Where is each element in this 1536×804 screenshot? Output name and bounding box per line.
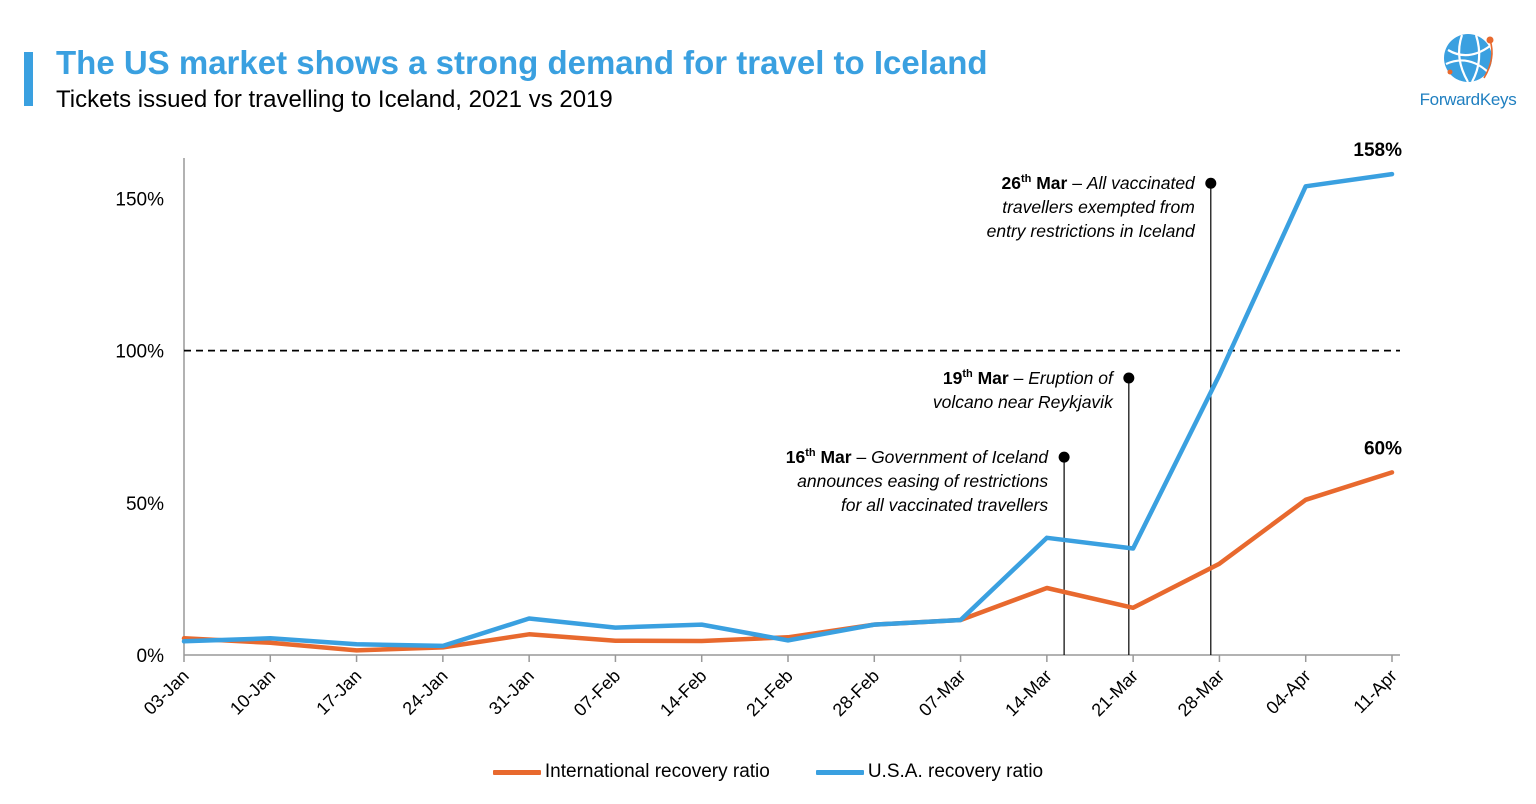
annotation-text-line: volcano near Reykjavik <box>933 392 1114 412</box>
page-title: The US market shows a strong demand for … <box>56 44 988 81</box>
title-accent-bar <box>24 52 33 106</box>
logo-wordmark: ForwardKeys <box>1419 90 1517 109</box>
x-tick-label: 03-Jan <box>140 666 193 719</box>
annotation-text-line: for all vaccinated travellers <box>841 495 1048 515</box>
x-tick-label: 28-Mar <box>1174 666 1228 720</box>
y-tick-label: 100% <box>115 342 164 363</box>
x-tick-label: 28-Feb <box>829 666 883 720</box>
annotation-text: 19th Mar – Eruption of <box>943 368 1115 388</box>
legend: International recovery ratio U.S.A. reco… <box>0 758 1536 786</box>
x-tick-label: 21-Mar <box>1088 666 1142 720</box>
series-usa-line <box>181 171 1395 649</box>
page-subtitle: Tickets issued for travelling to Iceland… <box>56 86 613 113</box>
x-tick-label: 17-Jan <box>312 666 365 719</box>
legend-swatch-international <box>492 769 541 775</box>
annotation-text-line: entry restrictions in Iceland <box>987 221 1196 241</box>
legend-swatch-usa <box>815 769 864 775</box>
globe-icon <box>1444 34 1494 83</box>
forwardkeys-logo: ForwardKeys <box>1416 28 1520 124</box>
annotation-dot <box>1205 177 1217 189</box>
x-tick-label: 11-Apr <box>1349 666 1400 717</box>
legend-item-international: International recovery ratio <box>492 761 770 783</box>
x-tick-label: 04-Apr <box>1262 666 1314 718</box>
y-tick-label: 0% <box>137 646 165 667</box>
legend-label-international: International recovery ratio <box>544 761 770 782</box>
y-tick-label: 50% <box>126 494 164 515</box>
annotation-dot <box>1058 451 1070 463</box>
end-value-label: 60% <box>1364 438 1402 459</box>
annotation-dot <box>1123 372 1135 384</box>
x-tick-label: 07-Feb <box>570 666 624 720</box>
end-value-label: 158% <box>1353 140 1402 161</box>
x-tick-label: 24-Jan <box>399 666 452 719</box>
x-tick-label: 21-Feb <box>742 666 796 720</box>
x-tick-label: 10-Jan <box>226 666 279 719</box>
annotation-text: 26th Mar – All vaccinated <box>1002 173 1197 193</box>
legend-label-usa: U.S.A. recovery ratio <box>867 761 1044 782</box>
annotation-text-line: travellers exempted from <box>1002 197 1195 217</box>
x-tick-label: 14-Feb <box>656 666 710 720</box>
x-tick-label: 14-Mar <box>1001 666 1055 720</box>
x-tick-label: 31-Jan <box>485 666 538 719</box>
series-international-line <box>181 470 1395 653</box>
annotation-text: 16th Mar – Government of Iceland <box>786 447 1050 467</box>
legend-item-usa: U.S.A. recovery ratio <box>815 761 1044 783</box>
y-tick-label: 150% <box>115 189 164 210</box>
x-tick-label: 07-Mar <box>915 666 969 720</box>
annotation-text-line: announces easing of restrictions <box>797 471 1048 491</box>
